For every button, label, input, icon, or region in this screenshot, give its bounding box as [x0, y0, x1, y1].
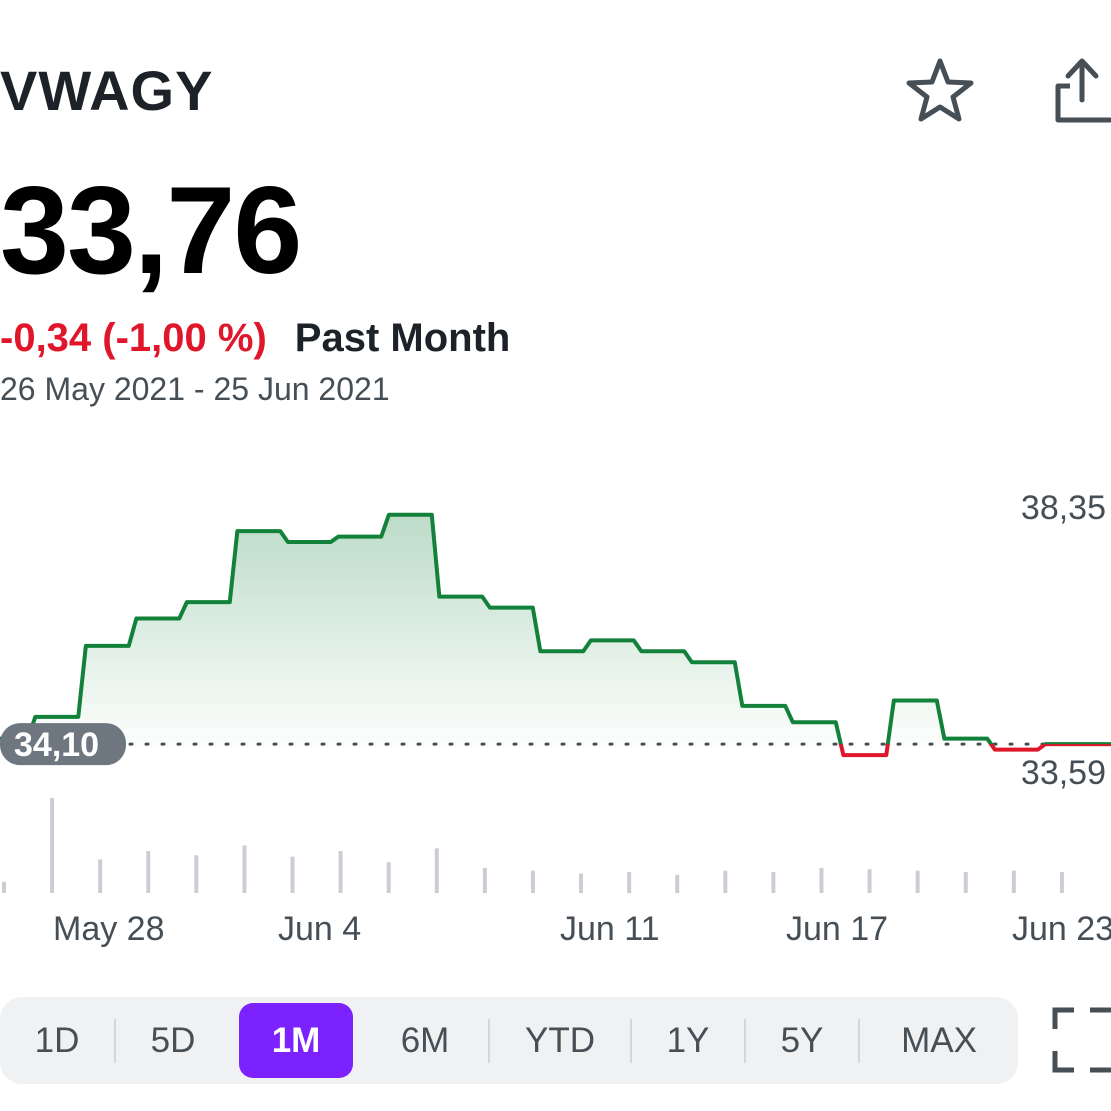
x-axis-label: Jun 23 [1012, 910, 1111, 948]
range-separator [114, 1019, 116, 1063]
volume-bar [2, 881, 6, 893]
price-line-up [0, 512, 1111, 747]
range-5d-button[interactable]: 5D [150, 1021, 196, 1060]
range-1y-button[interactable]: 1Y [666, 1021, 710, 1060]
fullscreen-button[interactable] [1050, 1005, 1111, 1075]
x-axis-label: May 28 [53, 910, 165, 948]
date-range: 26 May 2021 - 25 Jun 2021 [0, 371, 390, 407]
range-ytd-button[interactable]: YTD [525, 1021, 595, 1060]
y-axis-min-label: 33,59 [1021, 754, 1106, 792]
range-1m-button[interactable]: 1M [271, 1021, 321, 1060]
volume-bar [338, 851, 343, 893]
volume-bar [1059, 872, 1064, 893]
volume-bar [146, 851, 151, 893]
volume-bar [579, 873, 584, 893]
range-separator [744, 1019, 746, 1063]
volume-bar [242, 845, 247, 893]
selected-range-highlight [239, 1003, 353, 1078]
range-5y-button[interactable]: 5Y [780, 1021, 824, 1060]
volume-bar [723, 870, 728, 893]
volume-bar [530, 870, 535, 893]
volume-bar [50, 798, 55, 893]
volume-bar [867, 869, 872, 893]
period-label: Past Month [294, 316, 511, 360]
range-1d-button[interactable]: 1D [34, 1021, 80, 1060]
volume-bar [98, 859, 103, 893]
fullscreen-icon [1052, 1007, 1111, 1073]
volume-bar [290, 856, 295, 893]
range-max-button[interactable]: MAX [901, 1021, 977, 1060]
price-chart[interactable]: 34,10 38,35 33,59 [0, 480, 1111, 900]
volume-bar [675, 874, 680, 893]
volume-bars [2, 798, 1064, 893]
change-row: -0,34 (-1,00 %) Past Month [0, 316, 510, 361]
price-change: -0,34 (-1,00 %) [0, 316, 267, 360]
range-separator [858, 1019, 860, 1063]
volume-bar [627, 872, 632, 893]
area-fill-up [0, 514, 1111, 747]
star-icon [906, 58, 974, 122]
volume-bar [386, 862, 391, 893]
volume-bar [194, 855, 199, 893]
share-button[interactable] [1050, 52, 1111, 128]
x-axis-label: Jun 17 [786, 910, 889, 948]
volume-bar [482, 867, 487, 893]
favorite-button[interactable] [900, 55, 980, 125]
range-separator [630, 1019, 632, 1063]
range-6m-button[interactable]: 6M [400, 1021, 450, 1060]
x-axis-label: Jun 4 [278, 910, 362, 948]
ticker-symbol: VWAGY [0, 59, 214, 122]
time-range-selector: 1D 5D 1M 6M YTD 1Y 5Y MAX [0, 997, 1018, 1084]
previous-close-value: 34,10 [14, 726, 99, 764]
volume-bar [963, 872, 968, 893]
volume-bar [1011, 870, 1016, 893]
previous-close-badge [0, 723, 126, 766]
y-axis-max-label: 38,35 [1021, 489, 1106, 527]
volume-bar [915, 870, 920, 893]
current-price: 33,76 [0, 162, 302, 300]
x-axis-label: Jun 11 [560, 910, 660, 948]
share-icon [1055, 58, 1111, 123]
volume-bar [434, 848, 439, 893]
volume-bar [771, 872, 776, 893]
range-separator [488, 1019, 490, 1063]
volume-bar [819, 867, 824, 893]
